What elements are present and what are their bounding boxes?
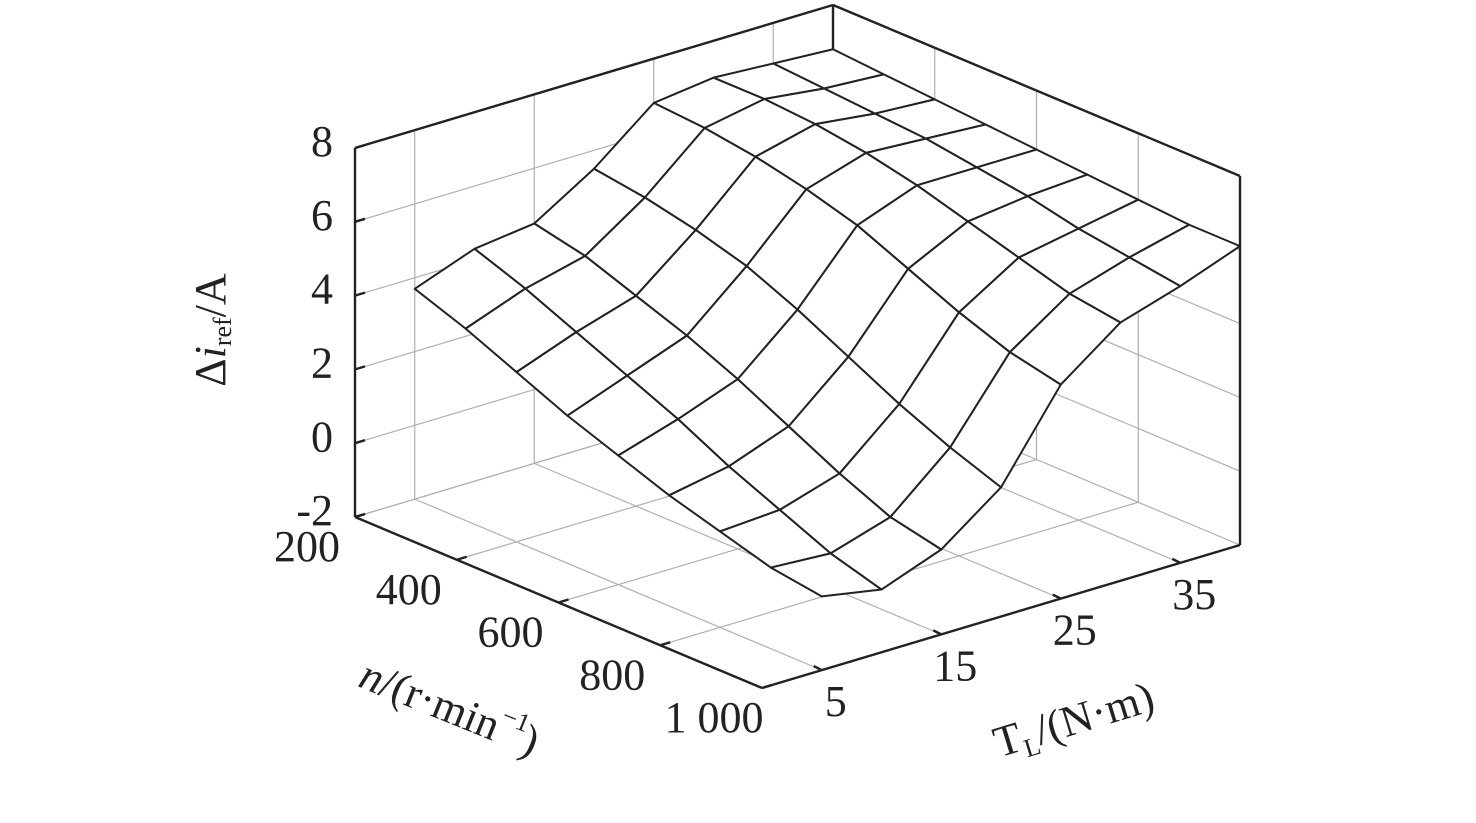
z-axis-title-part: Δ	[186, 358, 235, 386]
axis-edge	[832, 3, 1241, 178]
tick-mark	[354, 217, 366, 223]
z-tick-label: 4	[311, 265, 333, 314]
tick-mark	[761, 683, 773, 690]
z-axis-title: Δiref/A	[186, 273, 237, 387]
x-tick-label: 1 000	[665, 693, 764, 742]
x-axis-title: n/(r·min−1)	[353, 646, 548, 766]
tick-mark	[1052, 593, 1062, 600]
z-tick-label: 8	[311, 117, 333, 166]
axis-edge	[761, 543, 1241, 690]
y-axis-title: TL/(N·m)	[988, 672, 1161, 771]
axis-edge	[354, 3, 834, 150]
y-tick-label: 35	[1172, 570, 1216, 619]
surface	[413, 48, 1241, 598]
z-tick-label: -2	[296, 486, 333, 535]
tick-mark	[354, 143, 366, 150]
tick-mark	[354, 291, 366, 297]
tick-mark	[354, 439, 366, 445]
x-tick-label: 200	[274, 522, 340, 571]
y-tick-label: 15	[933, 641, 977, 690]
y-axis-title-part: /(N·m)	[1029, 672, 1160, 755]
tick-mark	[1171, 557, 1181, 564]
tick-mark	[659, 641, 671, 647]
tick-mark	[558, 598, 569, 604]
x-tick-label: 400	[376, 565, 442, 614]
z-tick-label: 0	[311, 412, 333, 461]
z-axis-title-part: ref	[208, 317, 237, 346]
surface-patch	[769, 552, 883, 598]
y-tick-label: 5	[825, 677, 847, 726]
x-tick-label: 800	[579, 650, 645, 699]
tick-mark	[813, 665, 823, 672]
tick-mark	[354, 365, 366, 371]
tick-mark	[354, 512, 366, 519]
y-tick-label: 25	[1053, 606, 1097, 655]
z-axis-title-part: /A	[186, 273, 235, 317]
z-tick-label: 2	[311, 338, 333, 387]
x-axis-title-part: /(r·min	[373, 658, 507, 750]
z-axis-title-part: i	[186, 346, 235, 358]
x-tick-label: 600	[478, 608, 544, 657]
tick-mark	[932, 629, 942, 636]
z-tick-label: 6	[311, 191, 333, 240]
tick-mark	[456, 555, 468, 561]
